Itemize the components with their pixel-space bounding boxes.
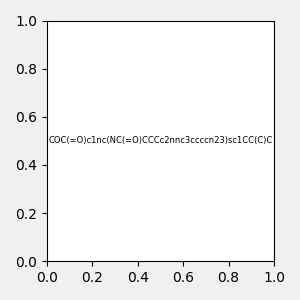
Text: COC(=O)c1nc(NC(=O)CCCc2nnc3ccccn23)sc1CC(C)C: COC(=O)c1nc(NC(=O)CCCc2nnc3ccccn23)sc1CC… (48, 136, 272, 146)
